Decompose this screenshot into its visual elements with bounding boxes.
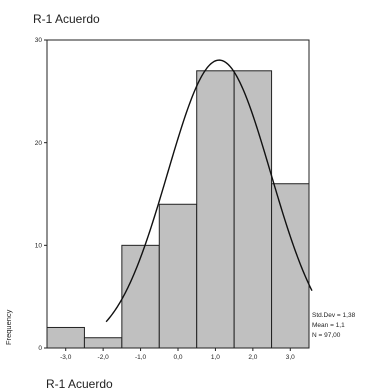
y-axis-label: Frequency (4, 309, 13, 345)
x-tick-label: 1,0 (211, 354, 220, 361)
normal-curve (105, 59, 313, 323)
y-tick-label: 20 (35, 140, 43, 147)
histogram-bar-2 (83, 337, 123, 349)
y-tick-label: 10 (35, 243, 43, 250)
histogram-bar-5 (196, 70, 235, 349)
plot-area: 0 10 20 30 -3,0 -2,0 -1,0 0,0 1,0 2,0 3,0 (35, 37, 313, 361)
x-tick-label: 2,0 (248, 354, 257, 361)
stat-line-3: N = 97,00 (312, 332, 341, 339)
histogram-bar-4 (158, 203, 198, 349)
y-tick-label: 0 (38, 345, 42, 352)
y-tick-label: 30 (35, 37, 43, 44)
x-tick-label: -3,0 (60, 354, 72, 361)
histogram-bar-3 (121, 244, 160, 349)
x-tick-label: 0,0 (173, 354, 182, 361)
x-axis-label: R-1 Acuerdo (46, 377, 113, 391)
histogram-bar-1 (46, 326, 85, 349)
histogram-bar-6 (233, 70, 273, 349)
x-tick-label: 3,0 (286, 354, 295, 361)
statistics-legend: Std.Dev = 1,38 Mean = 1,1 N = 97,00 (312, 312, 356, 339)
histogram-bar-7 (271, 183, 310, 349)
stat-line-1: Std.Dev = 1,38 (312, 312, 356, 319)
chart-title: R-1 Acuerdo (33, 12, 100, 26)
x-tick-label: -1,0 (135, 354, 147, 361)
stat-line-2: Mean = 1,1 (312, 322, 345, 329)
x-tick-label: -2,0 (98, 354, 110, 361)
